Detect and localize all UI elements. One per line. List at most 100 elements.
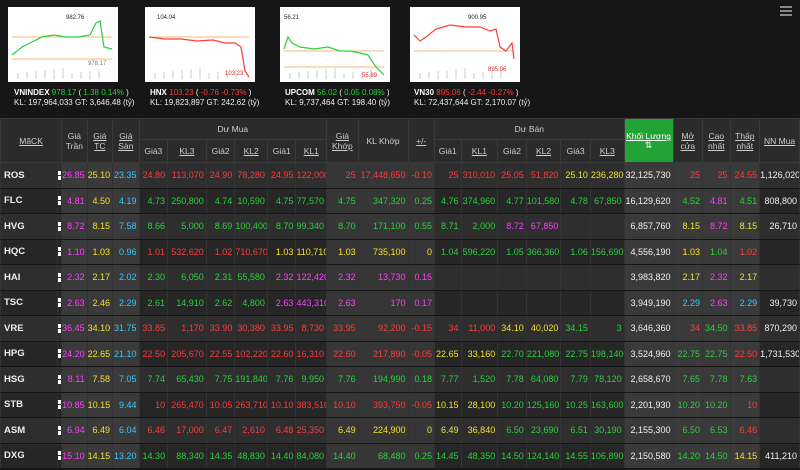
grid-icon[interactable] — [57, 188, 63, 214]
index-change: -0.76 — [200, 88, 219, 97]
grid-icon[interactable] — [58, 170, 61, 181]
grid-icon[interactable] — [58, 451, 61, 461]
table-row[interactable]: ROS 26.85 25.10 23.35 24.80 113,070 24.90 78,28… — [0, 162, 800, 189]
sell-vol-3: 106,890 — [589, 443, 625, 469]
grid-icon[interactable] — [58, 425, 61, 436]
col-cao-nhat[interactable]: Cao nhất — [702, 118, 731, 163]
grid-icon[interactable] — [58, 323, 61, 334]
high-price: 1.04 — [702, 239, 731, 265]
table-row[interactable]: FLC 4.81 4.50 4.19 4.73 250,800 4.74 10,590 4.75… — [0, 188, 800, 214]
grid-icon[interactable] — [58, 247, 61, 257]
symbol-cell[interactable]: DXG — [0, 443, 59, 469]
grid-icon[interactable] — [58, 196, 61, 206]
col-khoi-luong[interactable]: Khối Lượng ⇅ — [623, 118, 674, 163]
buy-price-2: 24.90 — [205, 162, 236, 189]
foreign-buy — [759, 392, 800, 418]
sell-vol-2: 221,080 — [525, 341, 562, 367]
index-change-group: ( -2.44 -0.27% ) — [462, 88, 519, 97]
reference-price: 14.15 — [86, 443, 114, 469]
grid-icon[interactable] — [57, 341, 63, 367]
symbol-cell[interactable]: ROS — [0, 162, 59, 189]
grid-icon[interactable] — [57, 213, 63, 240]
symbol-cell[interactable]: HSG — [0, 366, 59, 393]
col-buy-gia3[interactable]: Giá3 — [138, 139, 169, 163]
table-row[interactable]: HQC 1.10 1.03 0.96 1.01 532,620 1.02 710,670 1.0… — [0, 239, 800, 265]
index-value: 56.02 — [317, 88, 338, 97]
index-change: 0.05 — [344, 88, 360, 97]
symbol-cell[interactable]: ASM — [0, 417, 59, 444]
ceiling-price: 6.94 — [61, 417, 88, 444]
grid-icon[interactable] — [57, 290, 63, 316]
grid-icon[interactable] — [58, 272, 61, 283]
col-gia-san[interactable]: Giá Sàn — [112, 118, 140, 163]
col-sell-kl3[interactable]: KL3 — [589, 139, 625, 163]
col-gia-tran[interactable]: Giá Trần — [61, 118, 88, 163]
grid-icon[interactable] — [57, 443, 63, 469]
foreign-buy — [759, 417, 800, 444]
grid-icon[interactable] — [57, 392, 63, 418]
buy-vol-2: 55,580 — [234, 264, 268, 291]
symbol-cell[interactable]: VRE — [0, 315, 59, 342]
match-vol: 17,448,650 — [357, 162, 409, 189]
sell-vol-3: 30,190 — [589, 417, 625, 444]
col-buy-kl1[interactable]: KL1 — [295, 139, 328, 163]
grid-icon[interactable] — [57, 315, 63, 342]
buy-price-3: 6.46 — [138, 417, 169, 444]
sell-price-3: 10.25 — [560, 392, 591, 418]
vn30-chart-card[interactable]: 900.95 895.06 — [410, 7, 520, 82]
grid-icon[interactable] — [58, 400, 61, 410]
grid-icon[interactable] — [58, 374, 61, 385]
vnindex-chart-card[interactable]: 982.76 978.17 — [8, 7, 118, 82]
grid-icon[interactable] — [57, 239, 63, 265]
symbol-cell[interactable]: TSC — [0, 290, 59, 316]
change: -0.10 — [407, 162, 436, 189]
table-row[interactable]: HSG 8.11 7.58 7.05 7.74 65,430 7.75 191,840 7.76… — [0, 366, 800, 393]
hnx-chart-card[interactable]: 104.04 103.23 — [145, 7, 255, 82]
sell-vol-1: 36,840 — [460, 417, 499, 444]
table-row[interactable]: HVG 8.72 8.15 7.58 8.66 5,000 8.69 100,400 8.70 9… — [0, 213, 800, 240]
table-row[interactable]: ASM 6.94 6.49 6.04 6.46 17,000 6.47 2,610 6.48 25… — [0, 417, 800, 444]
grid-icon[interactable] — [58, 349, 61, 359]
symbol-cell[interactable]: HVG — [0, 213, 59, 240]
col-sell-gia1[interactable]: Giá1 — [434, 139, 462, 163]
symbol-cell[interactable]: HQC — [0, 239, 59, 265]
table-row[interactable]: VRE 36.45 34.10 31.75 33.85 1,170 33.90 30,380 3… — [0, 315, 800, 342]
grid-icon[interactable] — [57, 417, 63, 444]
col-sell-gia3[interactable]: Giá3 — [560, 139, 591, 163]
col-mo-cua[interactable]: Mở cửa — [672, 118, 704, 163]
col-sell-kl1[interactable]: KL1 — [460, 139, 499, 163]
grid-icon[interactable] — [57, 366, 63, 393]
col-thap-nhat[interactable]: Thấp nhất — [729, 118, 761, 163]
col-sell-kl2[interactable]: KL2 — [525, 139, 562, 163]
reference-price: 8.15 — [86, 213, 114, 240]
col-gia-tc[interactable]: Giá TC — [86, 118, 114, 163]
upcom-chart-card[interactable]: 56.21 55.89 — [280, 7, 390, 82]
col-plus-minus[interactable]: +/- — [407, 118, 436, 163]
col-buy-kl3[interactable]: KL3 — [167, 139, 207, 163]
table-row[interactable]: DXG 15.10 14.15 13.20 14.30 88,340 14.35 48,830… — [0, 443, 800, 469]
symbol-cell[interactable]: STB — [0, 392, 59, 418]
grid-icon[interactable] — [58, 221, 61, 232]
menu-icon[interactable] — [780, 6, 792, 16]
table-row[interactable]: HAI 2.32 2.17 2.02 2.30 6,050 2.31 55,580 2.32 12… — [0, 264, 800, 291]
grid-icon[interactable] — [58, 298, 61, 308]
col-ma-ck[interactable]: MãCK — [0, 118, 63, 163]
col-kl-khop[interactable]: KL Khớp — [357, 118, 409, 163]
symbol-cell[interactable]: FLC — [0, 188, 59, 214]
col-gia-khop[interactable]: Giá Khớp — [326, 118, 359, 163]
buy-vol-1: 8,730 — [295, 315, 328, 342]
foreign-buy: 1,731,530 — [759, 341, 800, 367]
col-buy-kl2[interactable]: KL2 — [234, 139, 268, 163]
sell-price-2: 14.50 — [497, 443, 527, 469]
table-row[interactable]: HPG 24.20 22.65 21.10 22.50 205,670 22.55 102,2… — [0, 341, 800, 367]
table-row[interactable]: TSC 2.63 2.46 2.29 2.61 14,910 2.62 4,800 2.63 44… — [0, 290, 800, 316]
col-nn-mua[interactable]: NN Mua — [759, 118, 800, 163]
grid-icon[interactable] — [57, 162, 63, 189]
col-sell-gia2[interactable]: Giá2 — [497, 139, 527, 163]
col-buy-gia2[interactable]: Giá2 — [205, 139, 236, 163]
col-buy-gia1[interactable]: Giá1 — [266, 139, 297, 163]
table-row[interactable]: STB 10.85 10.15 9.44 10 265,470 10.05 263,710 10… — [0, 392, 800, 418]
symbol-cell[interactable]: HAI — [0, 264, 59, 291]
symbol-cell[interactable]: HPG — [0, 341, 59, 367]
grid-icon[interactable] — [57, 264, 63, 291]
